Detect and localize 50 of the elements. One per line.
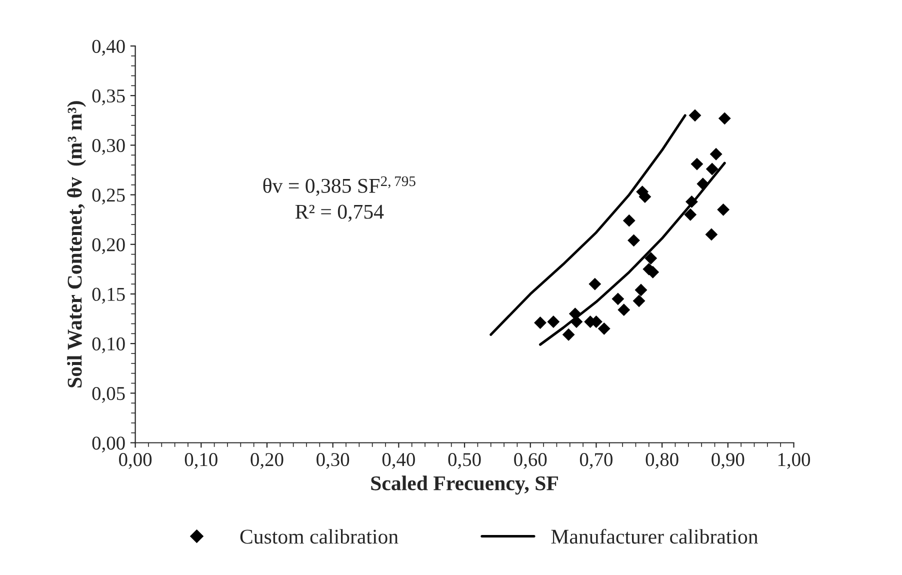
- point: [598, 322, 610, 335]
- x-tick-label: 0,90: [712, 453, 744, 469]
- x-tick-label: 0,00: [119, 453, 152, 469]
- x-axis-title: Scaled Frecuency, SF: [371, 476, 558, 495]
- annotation: θv = 0,385 SF$^{2,795}$: [263, 176, 416, 196]
- y-tick-label: 0,30: [92, 139, 125, 155]
- point: [588, 278, 602, 290]
- point: [612, 292, 624, 306]
- point: [570, 316, 583, 328]
- y-tick-label: 0,40: [92, 40, 125, 56]
- x-tick-label: 0,70: [580, 453, 612, 469]
- x-tick-label: 0,60: [514, 453, 547, 469]
- y-tick-label: 0,10: [92, 337, 125, 354]
- point: [688, 109, 702, 122]
- point: [717, 203, 730, 216]
- point: [562, 328, 575, 341]
- point: [547, 316, 560, 328]
- line-series: [539, 162, 726, 346]
- point: [644, 252, 658, 264]
- x-tick-label: 0,20: [250, 453, 284, 469]
- y-axis-title: Soil Water Contenet, θv (m³ m³): [66, 101, 86, 388]
- point: [690, 158, 704, 170]
- y-tick-label: 0,20: [92, 238, 125, 254]
- point: [622, 214, 636, 227]
- point: [634, 284, 648, 296]
- y-tick-label: 0,05: [92, 386, 125, 403]
- x-tick-label: 0,50: [448, 453, 481, 469]
- point: [628, 234, 640, 247]
- line-series: [490, 114, 686, 336]
- x-tick-label: 1,00: [778, 453, 810, 469]
- point: [710, 148, 722, 160]
- y-tick-label: 0,00: [92, 436, 125, 452]
- y-tick-label: 0,15: [92, 288, 125, 304]
- y-tick-label: 0,25: [92, 188, 125, 205]
- x-tick-label: 0,10: [184, 453, 218, 469]
- x-tick-label: 0,80: [646, 453, 678, 469]
- point: [618, 304, 630, 316]
- point: [718, 112, 731, 125]
- point: [632, 294, 646, 308]
- x-tick-label: 0,30: [316, 453, 350, 469]
- point: [706, 162, 718, 176]
- point: [534, 316, 546, 329]
- annotation: R² = 0,754: [295, 204, 384, 222]
- x-tick-label: 0,40: [382, 453, 415, 469]
- point: [684, 208, 697, 221]
- y-tick-label: 0,35: [92, 89, 125, 106]
- legend-label: Manufacturer calibration: [551, 528, 758, 544]
- point: [705, 228, 718, 241]
- legend-label: Custom calibration: [240, 529, 398, 544]
- point: [685, 196, 698, 208]
